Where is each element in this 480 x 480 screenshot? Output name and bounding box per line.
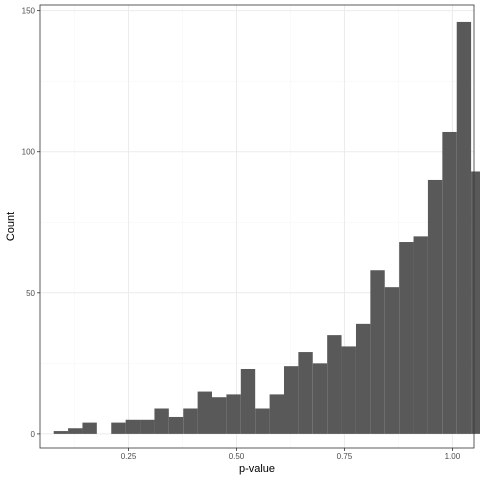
histogram-bar <box>140 419 155 434</box>
x-axis-ticks: 0.25 0.50 0.75 1.00 <box>121 448 461 461</box>
x-tick-label: 0.25 <box>121 452 137 461</box>
histogram-bar <box>82 422 97 434</box>
histogram-bar <box>471 171 480 434</box>
histogram-bar <box>154 408 169 434</box>
histogram-bar <box>255 408 270 434</box>
y-tick-label: 100 <box>22 148 36 157</box>
histogram-bar <box>240 368 256 434</box>
histogram-bar <box>327 335 342 434</box>
histogram-bar <box>370 270 385 434</box>
histogram-bar <box>168 416 184 434</box>
x-tick-label: 0.75 <box>337 452 353 461</box>
histogram-bar <box>226 394 241 434</box>
histogram-bar <box>341 346 356 434</box>
x-tick-label: 0.50 <box>229 452 245 461</box>
histogram-bar <box>68 428 83 434</box>
histogram-bar <box>298 352 313 434</box>
histogram-bar <box>399 242 414 434</box>
panel-border <box>39 4 475 449</box>
histogram-bar <box>427 179 443 434</box>
histogram-bar <box>212 397 227 434</box>
histogram-bar <box>183 408 198 434</box>
histogram-bar <box>442 131 457 434</box>
y-axis-ticks: 0 50 100 150 <box>22 7 40 439</box>
histogram-bar <box>53 431 69 434</box>
x-axis-title: p-value <box>239 463 275 475</box>
histogram-bar <box>197 391 213 434</box>
y-tick-label: 150 <box>22 7 36 16</box>
histogram-bar <box>283 366 299 434</box>
histogram-bar <box>456 21 472 434</box>
histogram-bar <box>125 419 141 434</box>
histogram-bar <box>111 422 126 434</box>
y-axis-title: Count <box>5 212 17 241</box>
histogram-bar <box>355 323 371 434</box>
histogram-bar <box>312 363 328 434</box>
histogram-bar <box>413 236 428 434</box>
y-tick-label: 50 <box>26 289 35 298</box>
y-tick-label: 0 <box>31 430 36 439</box>
histogram-bar <box>384 287 400 434</box>
histogram-bars <box>53 21 480 434</box>
histogram-bar <box>269 394 284 434</box>
x-tick-label: 1.00 <box>445 452 461 461</box>
